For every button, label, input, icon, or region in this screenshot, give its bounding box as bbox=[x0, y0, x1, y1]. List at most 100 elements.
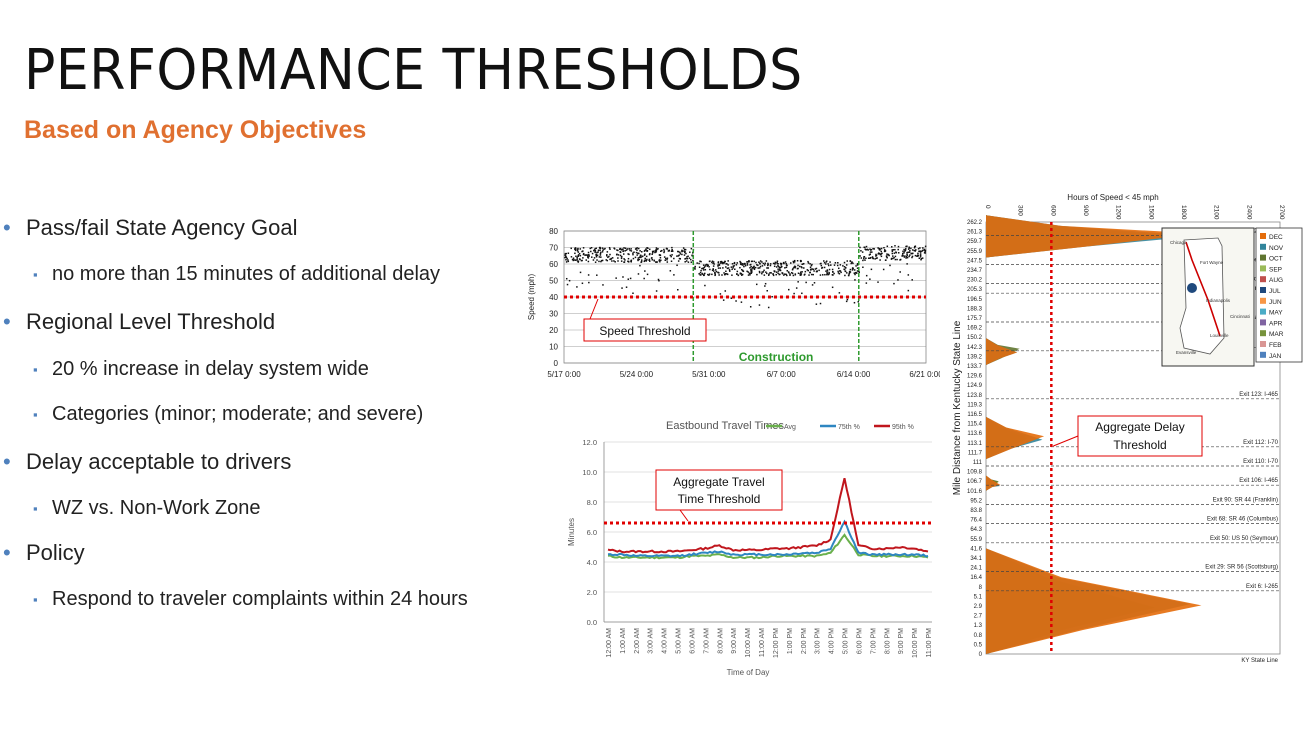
data-point bbox=[767, 306, 770, 309]
data-point bbox=[767, 263, 769, 266]
slide-subtitle: Based on Agency Objectives bbox=[24, 116, 367, 144]
data-point bbox=[669, 270, 672, 272]
aggregate-delay-chart: Hours of Speed < 45 mph 0 300 600 900 1200 150… bbox=[952, 193, 1303, 664]
exit-label: Exit 112: I-70 bbox=[1243, 440, 1279, 446]
data-point bbox=[790, 262, 792, 264]
y-tick-label: 196.5 bbox=[967, 297, 983, 303]
data-point bbox=[606, 255, 608, 257]
y-tick-label: 2.9 bbox=[974, 604, 983, 610]
y-tick-label: 41.6 bbox=[970, 546, 982, 552]
data-point bbox=[844, 274, 846, 277]
data-point bbox=[896, 258, 898, 261]
y-tick-label: 123.8 bbox=[967, 393, 983, 399]
data-point bbox=[628, 248, 630, 250]
data-point bbox=[821, 274, 824, 276]
callout-pointer bbox=[589, 298, 599, 320]
data-point bbox=[604, 247, 606, 250]
data-point bbox=[846, 298, 849, 301]
data-point bbox=[648, 253, 651, 256]
data-point bbox=[587, 260, 590, 263]
data-point bbox=[799, 274, 802, 276]
y-tick-label: 64.3 bbox=[970, 527, 982, 533]
legend-label: AUG bbox=[1269, 277, 1283, 284]
data-point bbox=[883, 246, 885, 249]
data-point bbox=[767, 262, 769, 265]
data-point bbox=[681, 253, 683, 256]
data-point bbox=[909, 249, 911, 252]
data-point bbox=[723, 272, 725, 274]
data-point bbox=[622, 276, 624, 278]
x-tick-label: 11:00 PM bbox=[926, 628, 933, 658]
data-point bbox=[702, 267, 704, 270]
y-tick-label: 55.9 bbox=[970, 537, 982, 543]
data-point bbox=[837, 267, 840, 270]
y-tick-label: 261.3 bbox=[967, 230, 983, 236]
data-point bbox=[595, 253, 597, 256]
series-line bbox=[607, 533, 929, 560]
data-point bbox=[582, 252, 585, 255]
data-point bbox=[921, 257, 924, 259]
data-point bbox=[641, 259, 643, 261]
data-point bbox=[706, 265, 709, 267]
y-tick-label: 205.3 bbox=[967, 287, 983, 293]
data-point bbox=[740, 263, 743, 266]
data-point bbox=[908, 246, 910, 248]
data-point bbox=[629, 277, 632, 280]
data-point bbox=[609, 258, 611, 261]
data-point bbox=[630, 260, 632, 262]
data-point bbox=[605, 259, 607, 261]
data-point bbox=[687, 255, 689, 258]
y-tick-label: 83.8 bbox=[970, 508, 982, 514]
y-tick-label: 234.7 bbox=[967, 268, 983, 274]
y-tick-label: 116.5 bbox=[967, 412, 982, 418]
data-point bbox=[806, 269, 809, 271]
y-tick-label: 70 bbox=[549, 244, 558, 253]
i65-route bbox=[1185, 241, 1221, 337]
data-point bbox=[789, 273, 791, 275]
data-point bbox=[812, 268, 815, 271]
data-point bbox=[894, 245, 896, 247]
data-point bbox=[717, 265, 719, 267]
data-point bbox=[855, 272, 857, 274]
data-point bbox=[712, 268, 714, 270]
data-point bbox=[620, 257, 623, 260]
data-point bbox=[905, 245, 907, 248]
data-point bbox=[722, 299, 725, 301]
data-point bbox=[869, 253, 871, 255]
data-point bbox=[646, 258, 648, 261]
data-point bbox=[736, 262, 738, 264]
data-point bbox=[904, 249, 907, 252]
y-tick-label: 113.6 bbox=[967, 431, 982, 437]
data-point bbox=[593, 249, 595, 252]
data-point bbox=[724, 260, 726, 263]
data-point bbox=[718, 264, 721, 266]
y-tick-label: 10 bbox=[549, 343, 558, 352]
data-point bbox=[587, 257, 590, 259]
data-point bbox=[758, 267, 761, 269]
data-point bbox=[750, 268, 752, 271]
data-point bbox=[869, 251, 872, 253]
data-point bbox=[696, 262, 698, 264]
y-tick-label: 12.0 bbox=[582, 438, 597, 447]
y-tick-label: 76.4 bbox=[970, 518, 982, 524]
data-point bbox=[638, 258, 641, 261]
data-point bbox=[740, 268, 743, 271]
y-tick-label: 133.7 bbox=[967, 364, 983, 370]
data-point bbox=[733, 261, 736, 264]
data-point bbox=[648, 258, 651, 261]
legend-swatch bbox=[1260, 319, 1266, 326]
data-point bbox=[868, 254, 871, 256]
data-point bbox=[751, 260, 753, 263]
data-point bbox=[638, 252, 640, 255]
data-point bbox=[598, 256, 601, 258]
data-point bbox=[684, 248, 687, 251]
data-point bbox=[740, 263, 742, 265]
data-point bbox=[740, 272, 742, 275]
data-point bbox=[775, 266, 778, 268]
data-point bbox=[758, 270, 761, 273]
legend-swatch bbox=[1260, 341, 1266, 347]
data-point bbox=[832, 270, 834, 273]
data-point bbox=[777, 270, 780, 272]
data-point bbox=[600, 251, 602, 254]
x-tick-label: 900 bbox=[1082, 205, 1089, 216]
